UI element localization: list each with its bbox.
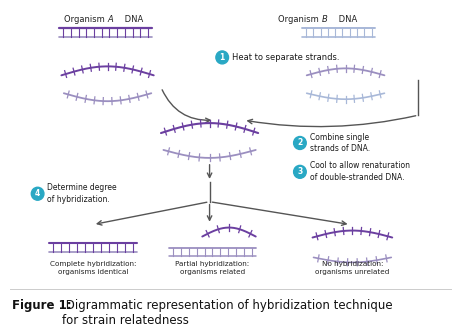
Text: Organism: Organism	[278, 15, 321, 24]
Text: Combine single
strands of DNA.: Combine single strands of DNA.	[310, 133, 370, 154]
Text: Complete hybridization:
organisms identical: Complete hybridization: organisms identi…	[50, 261, 136, 275]
Text: Determine degree
of hybridization.: Determine degree of hybridization.	[47, 183, 117, 204]
Text: Cool to allow renaturation
of double-stranded DNA.: Cool to allow renaturation of double-str…	[310, 161, 410, 182]
Text: Digrammatic representation of hybridization technique
for strain relatedness: Digrammatic representation of hybridizat…	[62, 299, 392, 327]
Text: 2: 2	[297, 138, 302, 148]
Text: No hybridization:
organisms unrelated: No hybridization: organisms unrelated	[315, 261, 390, 275]
Circle shape	[216, 51, 228, 64]
Text: 4: 4	[35, 189, 40, 198]
Text: Organism: Organism	[64, 15, 108, 24]
Text: A: A	[108, 15, 113, 24]
Text: Heat to separate strands.: Heat to separate strands.	[232, 53, 339, 62]
Text: Partial hybridization:
organisms related: Partial hybridization: organisms related	[175, 261, 250, 275]
Text: 1: 1	[219, 53, 225, 62]
Circle shape	[293, 136, 306, 150]
Text: 3: 3	[297, 167, 302, 176]
Text: DNA: DNA	[336, 15, 357, 24]
Circle shape	[293, 165, 306, 178]
Text: Figure 1:: Figure 1:	[12, 299, 72, 312]
Text: B: B	[321, 15, 327, 24]
Text: DNA: DNA	[122, 15, 144, 24]
Circle shape	[31, 187, 44, 200]
